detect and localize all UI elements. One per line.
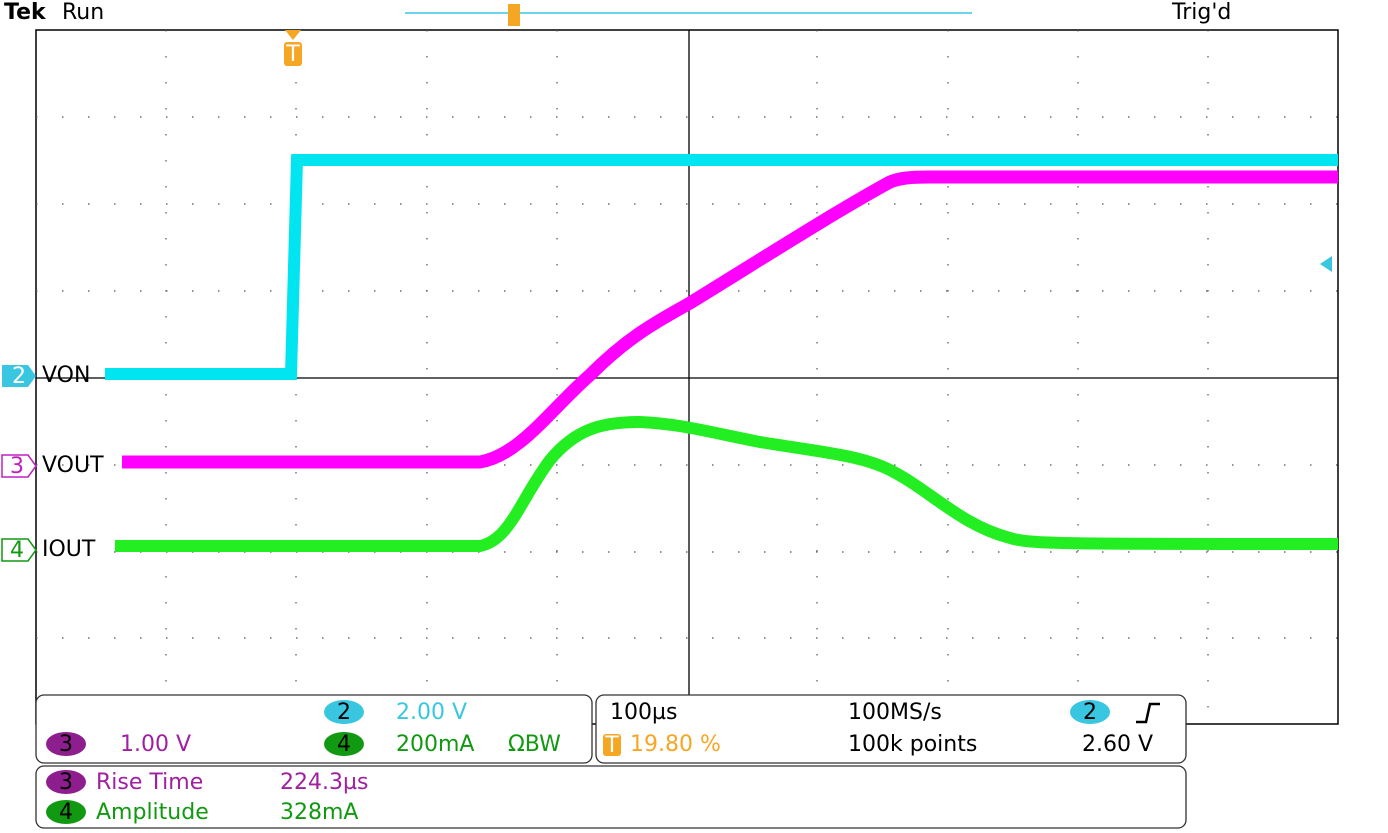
ch3-badge-number: 3 xyxy=(59,732,73,757)
ch4-bandwidth: ΩBW xyxy=(508,732,561,757)
ch4-scale: 200mA xyxy=(396,732,474,757)
brand: Tek xyxy=(4,0,47,25)
trigger-level: 2.60 V xyxy=(1082,732,1153,757)
trigger-badge-text: T xyxy=(285,42,300,67)
iout-trace xyxy=(115,415,1339,552)
ch3-scale: 1.00 V xyxy=(120,732,191,757)
ch4-marker xyxy=(1,538,37,562)
meas2-value: 328mA xyxy=(280,800,358,825)
grid-lines xyxy=(36,30,1338,724)
measurement-panel xyxy=(35,765,1187,829)
meas1-badge xyxy=(46,770,86,794)
sample-rate: 100MS/s xyxy=(848,700,942,725)
ch2-marker-number: 2 xyxy=(12,364,26,389)
ch4-marker-number: 4 xyxy=(10,538,24,563)
trigger-position-badge-text: T xyxy=(604,733,619,758)
ch2-scale: 2.00 V xyxy=(396,700,467,725)
meas2-badge xyxy=(46,800,86,824)
ch3-label: VOUT xyxy=(42,453,104,478)
ch4-label: IOUT xyxy=(42,537,96,562)
ch3-marker-number: 3 xyxy=(10,454,24,479)
run-status: Run xyxy=(62,0,104,25)
trigger-position-badge xyxy=(603,734,621,756)
trigger-badge xyxy=(284,42,302,66)
ch4-badge-number: 4 xyxy=(337,732,351,757)
meas2-channel: 4 xyxy=(59,800,73,825)
trigger-source: 2 xyxy=(1083,700,1097,725)
meas1-value: 224.3µs xyxy=(280,770,368,795)
von-trace xyxy=(105,154,1338,380)
trigger-status: Trig'd xyxy=(1171,0,1231,25)
trigger-level-arrow xyxy=(1320,256,1332,272)
meas2-name: Amplitude xyxy=(96,800,209,825)
vertical-panel xyxy=(35,694,593,764)
horizontal-panel xyxy=(595,694,1187,764)
record-length: 100k points xyxy=(848,732,977,757)
time-per-div: 100µs xyxy=(610,700,677,725)
ch2-label: VON xyxy=(42,363,90,388)
ch2-marker xyxy=(2,365,36,387)
vout-trace xyxy=(122,170,1338,469)
trigger-position: 19.80 % xyxy=(630,732,721,757)
ch2-badge-number: 2 xyxy=(337,700,351,725)
ch2-badge xyxy=(324,700,364,724)
trigger-arrow xyxy=(285,30,301,40)
ch3-marker xyxy=(1,454,37,478)
meas1-channel: 3 xyxy=(59,770,73,795)
ch4-badge xyxy=(324,732,364,756)
meas1-name: Rise Time xyxy=(96,770,203,795)
ch3-badge xyxy=(46,732,86,756)
trigger-slope xyxy=(1136,702,1160,724)
trigger-source-badge xyxy=(1070,700,1110,724)
record-trigger-marker xyxy=(508,4,520,26)
